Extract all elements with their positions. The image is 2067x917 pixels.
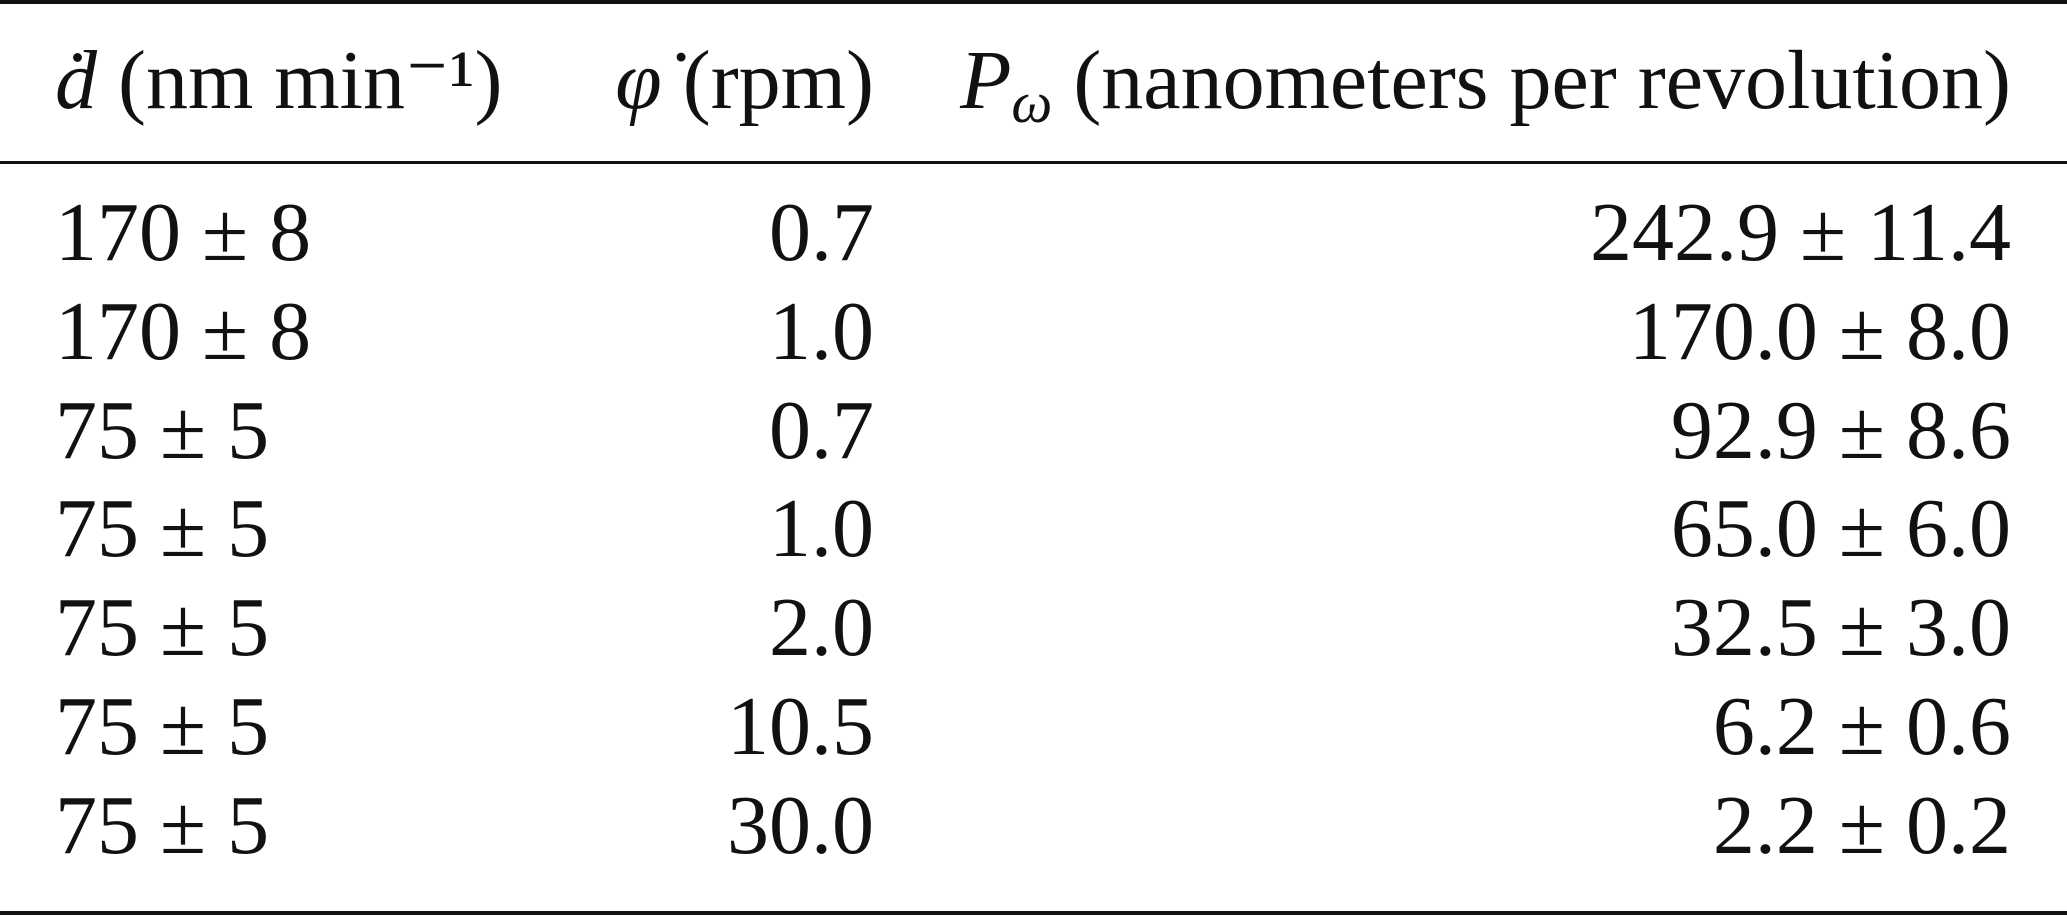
table-cell: 75 ± 5 bbox=[55, 581, 270, 675]
bottom-rule bbox=[0, 911, 2067, 915]
table-cell: 2.0 bbox=[769, 581, 874, 675]
table-cell: 32.5 ± 3.0 bbox=[1670, 581, 2011, 675]
header-subscript: ω bbox=[1011, 70, 1053, 135]
header-cell: φ̇ (rpm) bbox=[615, 39, 874, 123]
table-cell: 92.9 ± 8.6 bbox=[1670, 383, 2011, 477]
header-cell: ḋ (nm min⁻¹) bbox=[55, 39, 502, 123]
table-cell: 1.0 bbox=[769, 284, 874, 378]
table-cell: 0.7 bbox=[769, 383, 874, 477]
top-rule bbox=[0, 0, 2067, 4]
table-cell: 65.0 ± 6.0 bbox=[1670, 482, 2011, 576]
table-cell: 75 ± 5 bbox=[55, 482, 270, 576]
table-cell: 0.7 bbox=[769, 186, 874, 279]
table-cell: 170 ± 8 bbox=[55, 186, 312, 279]
table-cell: 242.9 ± 11.4 bbox=[1590, 186, 2011, 279]
header-unit: (nm min⁻¹) bbox=[118, 34, 503, 127]
table-cell: 1.0 bbox=[769, 482, 874, 576]
table-cell: 2.2 ± 0.2 bbox=[1712, 778, 2011, 872]
table-cell: 75 ± 5 bbox=[55, 680, 270, 773]
header-cell: Pω (nanometers per revolution) bbox=[960, 39, 2011, 132]
table-cell: 75 ± 5 bbox=[55, 778, 270, 872]
header-unit: (nanometers per revolution) bbox=[1073, 34, 2011, 127]
table-cell: 10.5 bbox=[727, 680, 874, 773]
header-symbol: P bbox=[960, 34, 1012, 127]
table-cell: 6.2 ± 0.6 bbox=[1712, 680, 2011, 773]
header-symbol: ḋ bbox=[55, 34, 97, 127]
table-cell: 30.0 bbox=[727, 778, 874, 872]
header-unit: (rpm) bbox=[682, 34, 874, 127]
mid-rule bbox=[0, 161, 2067, 164]
table-cell: 170 ± 8 bbox=[55, 284, 312, 378]
table-cell: 75 ± 5 bbox=[55, 383, 270, 477]
header-symbol: φ̇ bbox=[615, 34, 662, 127]
table-cell: 170.0 ± 8.0 bbox=[1628, 284, 2011, 378]
